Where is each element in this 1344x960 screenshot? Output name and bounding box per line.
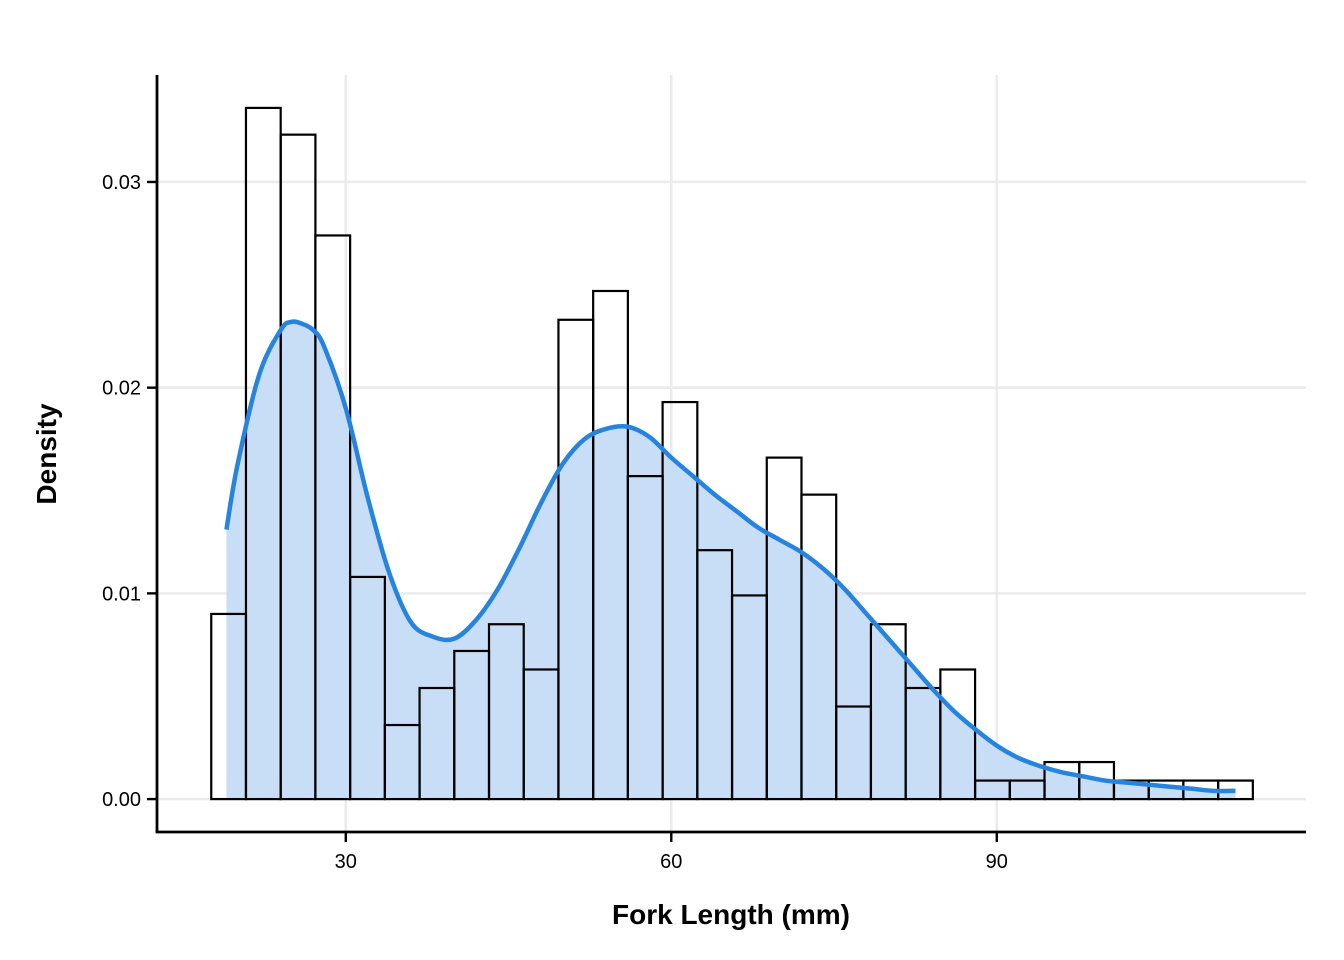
histogram-bars bbox=[210, 106, 1254, 801]
y-tick-label-2: 0.02 bbox=[102, 378, 141, 400]
x-axis-title: Fork Length (mm) bbox=[612, 899, 850, 930]
y-axis-title: Density bbox=[31, 403, 62, 505]
histogram-bar-17 bbox=[800, 493, 838, 801]
x-tick-label-2: 90 bbox=[986, 851, 1008, 873]
density-line-layer bbox=[224, 319, 1236, 794]
y-tick-label-3: 0.03 bbox=[102, 172, 141, 194]
y-tick-labels: 0.00 0.01 0.02 0.03 bbox=[102, 172, 141, 811]
histogram-bar-21 bbox=[939, 668, 977, 801]
density-line bbox=[224, 319, 1236, 794]
y-tick-label-0: 0.00 bbox=[102, 789, 141, 811]
axes bbox=[147, 75, 1306, 842]
y-tick-label-1: 0.01 bbox=[102, 583, 141, 605]
x-tick-label-1: 60 bbox=[660, 851, 682, 873]
x-tick-label-0: 30 bbox=[335, 851, 357, 873]
x-tick-labels: 30 60 90 bbox=[335, 851, 1008, 873]
histogram-bar-3 bbox=[314, 234, 352, 801]
histogram-bar-4 bbox=[349, 575, 386, 801]
